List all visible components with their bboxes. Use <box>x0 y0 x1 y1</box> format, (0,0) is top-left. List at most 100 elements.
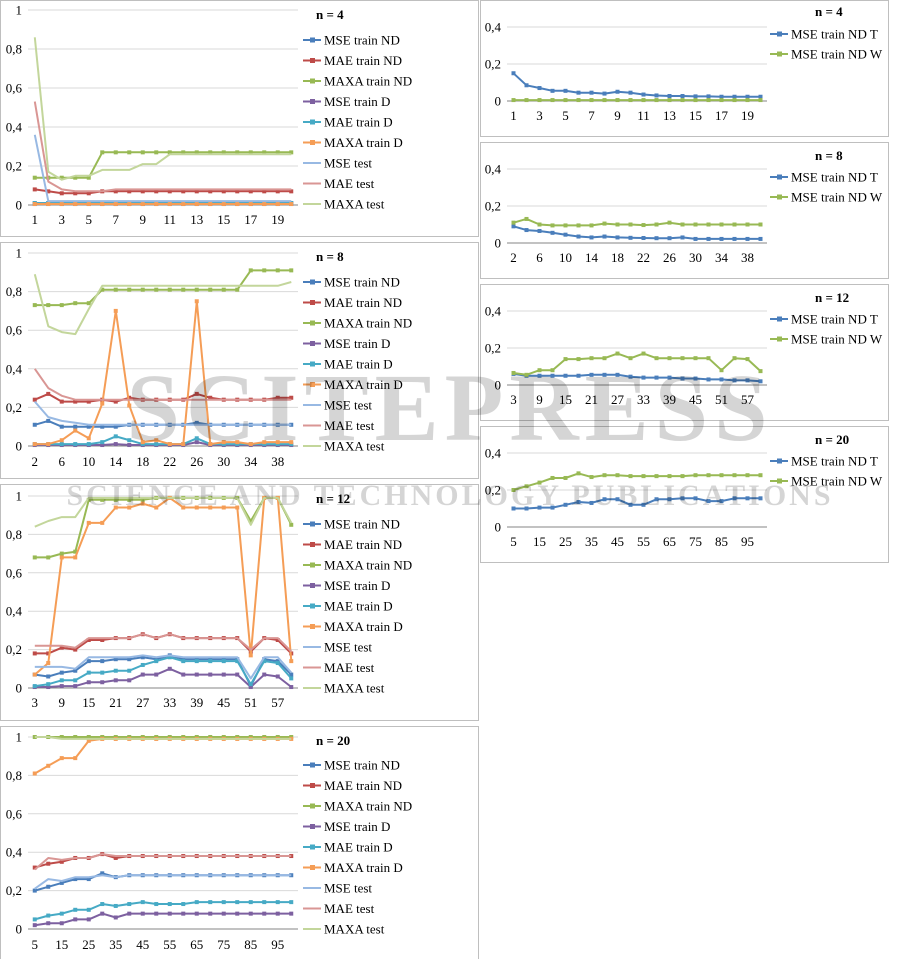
data-point <box>59 684 64 689</box>
data-point <box>73 399 78 404</box>
data-point <box>289 672 294 677</box>
data-point <box>167 150 172 155</box>
data-point <box>511 98 516 103</box>
data-point <box>32 888 37 893</box>
data-point <box>140 911 145 916</box>
data-point <box>140 440 145 445</box>
data-point <box>262 659 267 664</box>
data-point <box>706 98 711 103</box>
data-point <box>275 440 280 445</box>
series-line <box>513 372 761 383</box>
y-tick-label: 0 <box>16 922 23 937</box>
y-tick-label: 0,2 <box>485 57 501 72</box>
series-line <box>33 101 292 193</box>
x-tick-label: 3 <box>536 108 543 123</box>
data-point <box>167 655 172 660</box>
data-point <box>86 659 91 664</box>
data-point <box>140 501 145 506</box>
x-tick-label: 39 <box>663 392 676 407</box>
y-tick-label: 0,2 <box>485 199 501 214</box>
chart-title: n = 8 <box>316 249 344 264</box>
y-tick-label: 0,2 <box>6 642 22 657</box>
legend-label: MAE train D <box>324 357 393 372</box>
chart-frame <box>0 726 479 959</box>
data-point <box>86 497 91 502</box>
legend-label: MAXA train ND <box>324 558 412 573</box>
x-tick-label: 45 <box>217 695 230 710</box>
data-point <box>680 376 685 381</box>
legend-label: MAE train ND <box>324 537 402 552</box>
data-point <box>73 428 78 433</box>
data-point <box>100 440 105 445</box>
data-point <box>113 150 118 155</box>
series-line <box>34 901 292 921</box>
watermark: SCITEPRESS SCIENCE AND TECHNOLOGY PUBLICA… <box>66 354 830 512</box>
data-point <box>59 442 64 447</box>
data-point <box>537 373 542 378</box>
data-point <box>113 657 118 662</box>
x-tick-label: 15 <box>533 534 546 549</box>
data-point <box>275 638 280 642</box>
series-line <box>34 496 293 528</box>
y-tick-label: 0 <box>16 439 23 454</box>
data-point <box>59 555 64 560</box>
data-point <box>732 473 737 478</box>
data-point <box>194 436 199 441</box>
data-point <box>576 234 581 239</box>
data-point <box>602 372 607 377</box>
data-point <box>563 357 568 362</box>
data-point <box>248 442 253 447</box>
data-point <box>589 500 594 505</box>
data-point <box>100 638 105 642</box>
legend-label: MAE train ND <box>324 295 402 310</box>
data-point <box>275 661 280 666</box>
data-point <box>275 202 280 207</box>
data-point <box>706 377 711 382</box>
x-tick-label: 30 <box>689 250 702 265</box>
data-point <box>100 871 105 876</box>
x-tick-label: 2 <box>510 250 517 265</box>
y-tick-label: 0 <box>16 198 23 213</box>
data-point <box>235 672 240 677</box>
x-tick-label: 15 <box>55 937 68 952</box>
data-point <box>59 678 64 683</box>
x-tick-label: 35 <box>585 534 598 549</box>
x-tick-label: 22 <box>163 454 176 469</box>
data-point <box>113 308 118 313</box>
data-point <box>100 424 105 429</box>
data-point <box>248 653 253 658</box>
data-point <box>602 497 607 502</box>
data-point <box>59 880 64 885</box>
data-point <box>537 480 542 485</box>
x-tick-label: 5 <box>32 937 39 952</box>
data-point <box>86 907 91 912</box>
data-point <box>262 202 267 207</box>
data-point <box>208 287 213 292</box>
data-point <box>550 368 555 373</box>
y-tick-label: 1 <box>16 489 23 504</box>
data-point <box>719 368 724 373</box>
chart-title: n = 20 <box>316 733 350 748</box>
data-point <box>537 86 542 91</box>
chart-frame <box>480 284 889 421</box>
data-point <box>59 303 64 308</box>
data-point <box>524 372 529 377</box>
data-point <box>641 236 646 241</box>
data-point <box>602 473 607 478</box>
data-point <box>100 902 105 907</box>
data-point <box>59 399 64 404</box>
data-point <box>181 672 186 677</box>
data-point <box>32 865 37 870</box>
data-point <box>208 189 213 194</box>
data-point <box>641 223 646 228</box>
data-point <box>140 672 145 677</box>
data-point <box>706 473 711 478</box>
data-point <box>589 223 594 228</box>
data-point <box>86 735 91 739</box>
legend-label: MSE train ND <box>324 517 400 532</box>
data-point <box>732 94 737 99</box>
series-line <box>513 497 761 510</box>
data-point <box>563 223 568 228</box>
